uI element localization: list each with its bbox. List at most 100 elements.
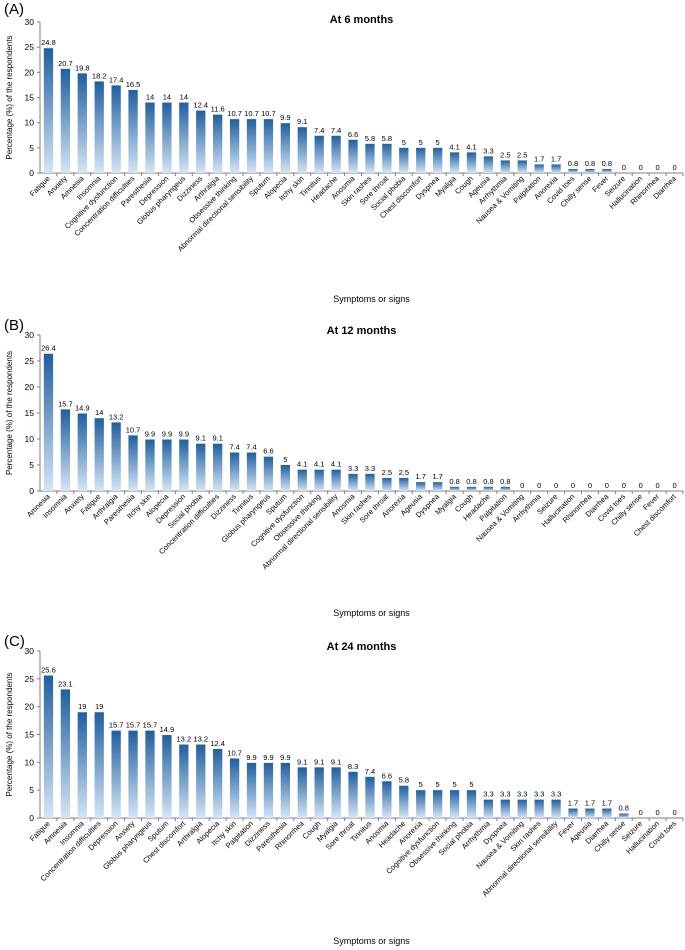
bar <box>534 799 544 818</box>
bar <box>94 81 104 173</box>
data-label: 14 <box>180 93 188 102</box>
data-label: 1.7 <box>602 799 612 808</box>
bar <box>432 482 443 491</box>
bar <box>466 790 477 818</box>
bar <box>483 156 494 173</box>
data-label: 5.8 <box>365 134 375 143</box>
bar <box>263 119 274 173</box>
data-label: 7.4 <box>246 443 256 452</box>
bar <box>331 135 341 173</box>
data-label: 5.8 <box>399 776 409 785</box>
data-label: 5 <box>419 138 423 147</box>
data-label: 4.1 <box>331 460 341 469</box>
y-tick-label: 30 <box>25 646 35 656</box>
data-label: 5 <box>436 780 440 789</box>
bar <box>196 443 206 491</box>
bar <box>416 482 426 491</box>
data-label: 5.8 <box>382 134 392 143</box>
data-label: 5 <box>436 138 440 147</box>
data-label: 9.1 <box>314 757 324 766</box>
data-label: 1.7 <box>568 799 578 808</box>
bar <box>382 143 392 173</box>
bar <box>602 808 612 818</box>
chart-panel-2: (B) At 12 months 0 5 10 15 20 25 30 Percentage (%… <box>4 317 684 618</box>
bar <box>568 168 578 173</box>
data-label: 14.9 <box>75 404 90 413</box>
bar <box>297 469 307 491</box>
bar <box>297 767 307 818</box>
y-tick-label: 5 <box>29 785 34 795</box>
data-label: 1.7 <box>416 472 426 481</box>
bar <box>297 127 307 173</box>
bar <box>43 48 54 173</box>
y-axis-label: Percentage (%) of the respondents <box>5 35 14 159</box>
data-label: 7.4 <box>365 767 375 776</box>
data-label: 3.3 <box>365 464 375 473</box>
data-label: 5 <box>419 780 423 789</box>
y-tick-label: 10 <box>25 434 35 444</box>
data-label: 10.7 <box>227 748 242 757</box>
bar <box>179 439 189 491</box>
data-label: 13.2 <box>177 735 192 744</box>
data-label: 15.7 <box>126 721 141 730</box>
bar <box>314 135 324 173</box>
x-axis-label: Symptoms or signs <box>333 936 410 946</box>
y-tick-label: 20 <box>25 382 35 392</box>
y-tick-label: 20 <box>25 702 35 712</box>
data-label: 9.1 <box>297 117 307 126</box>
bar <box>179 744 189 818</box>
data-label: 3.3 <box>500 790 510 799</box>
data-label: 7.4 <box>314 126 324 135</box>
data-label: 11.6 <box>211 105 225 114</box>
data-label: 2.5 <box>399 468 409 477</box>
bar <box>348 473 358 491</box>
bar <box>416 147 426 173</box>
bar <box>568 808 578 818</box>
data-label: 0 <box>672 163 676 172</box>
data-label: 19.8 <box>75 63 90 72</box>
bar <box>432 790 443 818</box>
data-label: 0 <box>622 163 626 172</box>
data-label: 1.7 <box>551 154 561 163</box>
bar <box>483 486 494 491</box>
data-label: 9.9 <box>280 113 290 122</box>
x-axis-label: Symptoms or signs <box>333 294 410 304</box>
data-label: 9.9 <box>246 753 256 762</box>
data-label: 4.1 <box>449 142 459 151</box>
data-label: 15.7 <box>109 721 124 730</box>
bar <box>280 465 291 491</box>
bar <box>449 152 460 173</box>
data-label: 2.5 <box>517 150 527 159</box>
bar <box>43 675 54 818</box>
data-label: 0 <box>571 481 575 490</box>
bar <box>229 452 240 491</box>
bar <box>517 799 527 818</box>
bar <box>196 744 206 818</box>
y-tick-label: 5 <box>29 460 34 470</box>
data-label: 6.6 <box>382 771 392 780</box>
bar <box>246 119 257 173</box>
data-label: 12.4 <box>210 739 225 748</box>
data-label: 5 <box>452 780 456 789</box>
bar <box>43 353 54 491</box>
bar <box>551 164 561 173</box>
y-tick-label: 25 <box>25 42 35 52</box>
data-label: 0 <box>656 163 660 172</box>
data-label: 24.8 <box>41 38 56 47</box>
bar <box>213 114 223 173</box>
bar <box>145 102 155 173</box>
data-label: 3.3 <box>483 146 493 155</box>
bar <box>128 730 138 818</box>
bar <box>162 102 172 173</box>
bar <box>466 152 477 173</box>
data-label: 9.1 <box>196 434 206 443</box>
bar <box>399 147 409 173</box>
y-tick-label: 30 <box>25 17 35 27</box>
data-label: 10.7 <box>261 109 276 118</box>
bar <box>77 413 87 491</box>
bar <box>128 435 138 491</box>
data-label: 0 <box>622 481 626 490</box>
data-label: 7.4 <box>331 126 341 135</box>
panel-label: (A) <box>4 1 24 18</box>
bar <box>382 781 392 818</box>
